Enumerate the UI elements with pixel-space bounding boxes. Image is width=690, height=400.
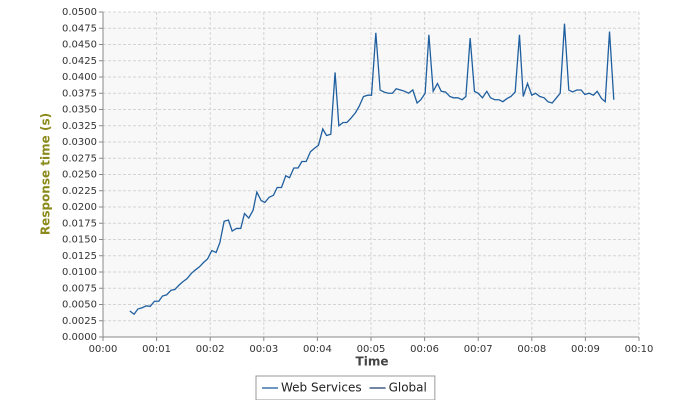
y-tick-label: 0.0050 bbox=[62, 300, 97, 311]
x-axis-label: Time bbox=[356, 355, 389, 369]
x-tick-label: 00:01 bbox=[142, 344, 171, 355]
y-tick-label: 0.0400 bbox=[62, 72, 97, 83]
x-tick-label: 00:00 bbox=[89, 344, 118, 355]
legend-label: Web Services bbox=[281, 381, 362, 395]
x-tick-label: 00:03 bbox=[249, 344, 278, 355]
y-tick-label: 0.0000 bbox=[62, 332, 97, 343]
y-tick-label: 0.0200 bbox=[62, 202, 97, 213]
series-line bbox=[129, 23, 615, 316]
x-tick-label: 00:10 bbox=[625, 344, 654, 355]
y-tick-label: 0.0500 bbox=[62, 7, 97, 18]
x-tick-label: 00:07 bbox=[464, 344, 493, 355]
legend-box bbox=[255, 375, 436, 400]
y-tick-label: 0.0300 bbox=[62, 137, 97, 148]
y-tick-label: 0.0275 bbox=[62, 153, 97, 164]
x-tick-label: 00:04 bbox=[303, 344, 332, 355]
y-tick-label: 0.0225 bbox=[62, 186, 97, 197]
y-tick-label: 0.0250 bbox=[62, 170, 97, 181]
x-tick-label: 00:08 bbox=[517, 344, 546, 355]
y-tick-label: 0.0425 bbox=[62, 56, 97, 67]
x-tick-label: 00:05 bbox=[357, 344, 386, 355]
y-tick-label: 0.0450 bbox=[62, 40, 97, 51]
x-tick-label: 00:09 bbox=[571, 344, 600, 355]
legend: Web Services Global bbox=[255, 375, 436, 400]
y-axis-label: Response time (s) bbox=[39, 113, 53, 235]
y-tick-label: 0.0075 bbox=[62, 283, 97, 294]
legend-label: Global bbox=[389, 381, 427, 395]
y-tick-label: 0.0325 bbox=[62, 121, 97, 132]
y-tick-label: 0.0350 bbox=[62, 105, 97, 116]
y-tick-label: 0.0175 bbox=[62, 218, 97, 229]
x-tick-label: 00:06 bbox=[410, 344, 439, 355]
y-tick-label: 0.0025 bbox=[62, 316, 97, 327]
y-tick-label: 0.0150 bbox=[62, 235, 97, 246]
y-tick-label: 0.0475 bbox=[62, 23, 97, 34]
y-tick-label: 0.0125 bbox=[62, 251, 97, 262]
y-tick-label: 0.0100 bbox=[62, 267, 97, 278]
y-tick-label: 0.0375 bbox=[62, 88, 97, 99]
x-tick-label: 00:02 bbox=[196, 344, 225, 355]
